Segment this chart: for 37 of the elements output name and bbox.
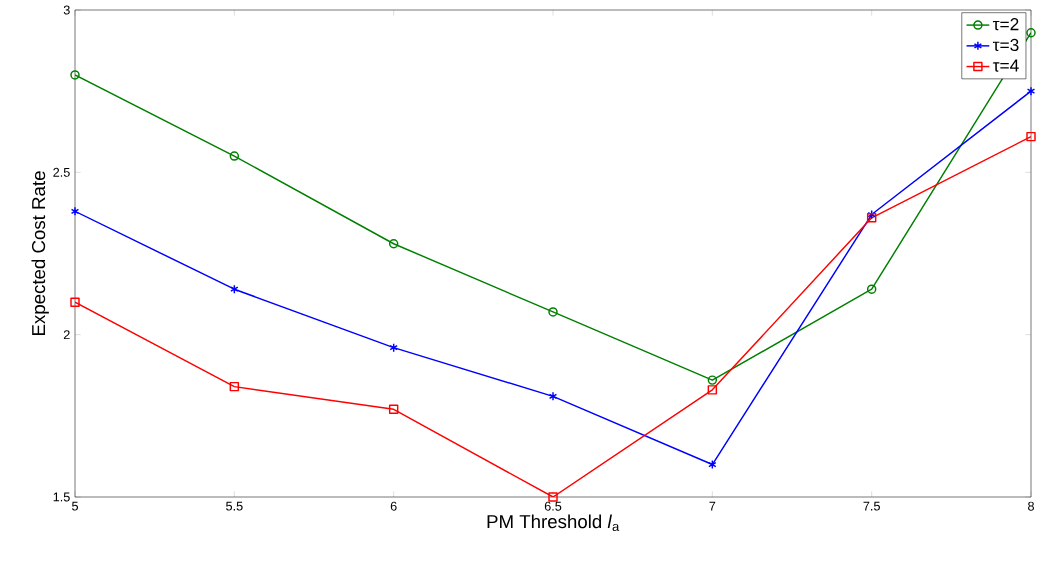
x-tick-label: 7 bbox=[709, 501, 716, 511]
point bbox=[867, 209, 876, 220]
point bbox=[389, 342, 398, 353]
point bbox=[70, 206, 80, 217]
x-tick-label: 6.5 bbox=[544, 501, 562, 511]
point bbox=[1026, 27, 1036, 38]
x-tick-label: 5 bbox=[71, 501, 79, 511]
point bbox=[230, 284, 239, 294]
x-tick-label: 6 bbox=[390, 501, 397, 511]
point bbox=[388, 239, 399, 249]
point bbox=[70, 70, 80, 80]
x-tick-label: 7.5 bbox=[863, 501, 880, 511]
y-tick-label: 2.5 bbox=[53, 167, 70, 177]
legend-label: τ=4 bbox=[992, 59, 1019, 72]
point bbox=[708, 459, 717, 470]
point bbox=[229, 151, 240, 161]
point bbox=[1026, 131, 1036, 142]
y-axis-title: Expected Cost Rate bbox=[31, 171, 49, 335]
point bbox=[70, 297, 80, 307]
x-tick-label: 5.5 bbox=[226, 501, 243, 511]
x-axis-title: PM Threshold l$_{a}$ bbox=[487, 514, 620, 532]
legend-label: τ=3 bbox=[992, 38, 1019, 52]
point bbox=[548, 492, 558, 502]
y-tick-label: 3 bbox=[63, 5, 70, 15]
legend-label: τ=2 bbox=[992, 18, 1019, 31]
point bbox=[707, 375, 718, 385]
point bbox=[1026, 86, 1036, 96]
point bbox=[229, 381, 240, 392]
point bbox=[866, 213, 877, 223]
point bbox=[866, 284, 877, 294]
y-tick-label: 2 bbox=[63, 330, 70, 340]
point bbox=[707, 385, 718, 395]
point bbox=[548, 391, 558, 402]
y-tick-label: 1.5 bbox=[53, 492, 70, 502]
point bbox=[388, 404, 399, 415]
point bbox=[548, 307, 558, 317]
x-tick-label: 8 bbox=[1028, 501, 1034, 511]
